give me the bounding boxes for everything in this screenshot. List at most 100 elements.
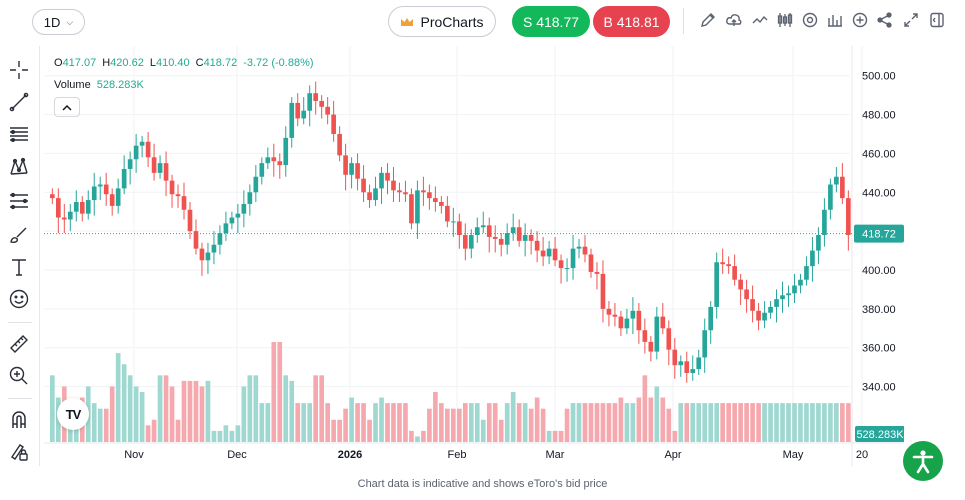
candle-body [558,260,564,269]
volume-bar [109,386,115,442]
buy-label: B 418.81 [603,13,660,30]
collapse-legend-button[interactable] [54,97,80,117]
candle-body [834,176,839,185]
candle-body [157,163,163,173]
candle-body [600,273,606,309]
volume-bar [522,403,528,442]
procharts-button[interactable]: ProCharts [388,6,496,37]
candle-body [486,225,492,237]
fullscreen-icon[interactable] [902,11,920,29]
x-tick-label: Apr [664,449,681,461]
volume-bar [582,403,588,442]
interval-selector[interactable]: 1D ⌵ [32,9,85,35]
candle-body [211,244,217,253]
volume-bar [307,403,313,442]
volume-bar [175,419,181,442]
trend-line-icon[interactable] [8,91,30,113]
candle-body [325,106,330,115]
volume-bar [528,408,534,442]
volume-bar [265,403,271,442]
indicators-icon[interactable] [826,11,844,29]
candle-body [259,163,265,177]
horizontal-lines-icon[interactable] [8,123,30,145]
crown-icon [401,17,414,26]
lock-drawings-icon[interactable] [8,441,30,463]
volume-bar [762,403,767,442]
candle-body [564,268,570,270]
volume-bar [337,419,342,442]
volume-bar [816,403,821,442]
candle-body [55,198,61,218]
candle-body [498,238,504,245]
candle-body [289,102,295,138]
candle-body [319,100,324,107]
emoji-icon[interactable] [8,288,30,310]
candle-body [367,192,372,201]
candle-body [133,145,139,160]
candle-body [822,209,827,236]
cloud-icon[interactable] [725,11,743,29]
candle-body [91,186,97,201]
sell-button[interactable]: S 418.77 [512,6,590,37]
volume-bar [810,403,815,442]
candle-body [253,176,259,193]
candle-body [708,306,714,331]
volume-bar [624,403,630,442]
candle-body [726,264,731,267]
candle-body [816,235,821,251]
volume-bar [73,419,79,442]
change-value: -3.72 (-0.88%) [243,57,314,69]
volume-bar [540,408,546,442]
volume-bar [283,375,289,442]
volume-bar [259,403,265,442]
candle-body [582,246,588,255]
crosshair-icon[interactable] [8,59,30,81]
low-key: L [149,57,156,69]
fibonacci-icon[interactable] [8,190,30,212]
volume-bar [319,375,324,442]
ruler-icon[interactable] [8,333,30,355]
magnet-icon[interactable] [8,409,30,431]
x-tick-label: Mar [546,449,565,461]
text-icon[interactable] [8,256,30,278]
pattern-icon[interactable] [8,156,30,178]
zoom-in-icon[interactable] [8,365,30,387]
volume-bar [612,403,618,442]
volume-bar [361,403,366,442]
volume-bar [127,375,133,442]
volume-bar [702,403,708,442]
line-type-icon[interactable] [751,11,769,29]
y-tick-label: 360.00 [862,343,896,355]
brush-icon[interactable] [8,224,30,246]
candle-body [846,198,851,236]
add-icon[interactable] [851,11,869,29]
candle-body [169,180,175,195]
volume-bar [660,397,666,442]
y-tick-label: 480.00 [862,110,896,122]
candle-body [415,190,420,224]
procharts-label: ProCharts [420,13,484,30]
settings-icon[interactable] [801,11,819,29]
volume-bar [331,419,336,442]
volume-bar [828,403,833,442]
candles-icon[interactable] [776,11,794,29]
panel-icon[interactable] [928,11,946,29]
volume-bar [804,403,809,442]
y-tick-label: 500.00 [862,71,896,83]
candle-body [702,330,708,358]
candle-body [355,163,360,179]
draw-icon[interactable] [699,11,717,29]
volume-bar [594,403,600,442]
candle-body [492,236,498,239]
x-tick-label: Nov [124,449,144,461]
share-icon[interactable] [876,11,894,29]
buy-button[interactable]: B 418.81 [593,6,670,37]
candle-body [451,221,456,223]
volume-bar [223,425,229,442]
accessibility-button[interactable] [903,441,943,481]
y-tick-label: 400.00 [862,265,896,277]
price-chart[interactable]: 500.00480.00460.00440.00420.00400.00380.… [44,46,904,466]
candle-body [331,114,336,134]
candle-body [439,202,444,206]
tradingview-logo[interactable]: TV [57,398,89,430]
